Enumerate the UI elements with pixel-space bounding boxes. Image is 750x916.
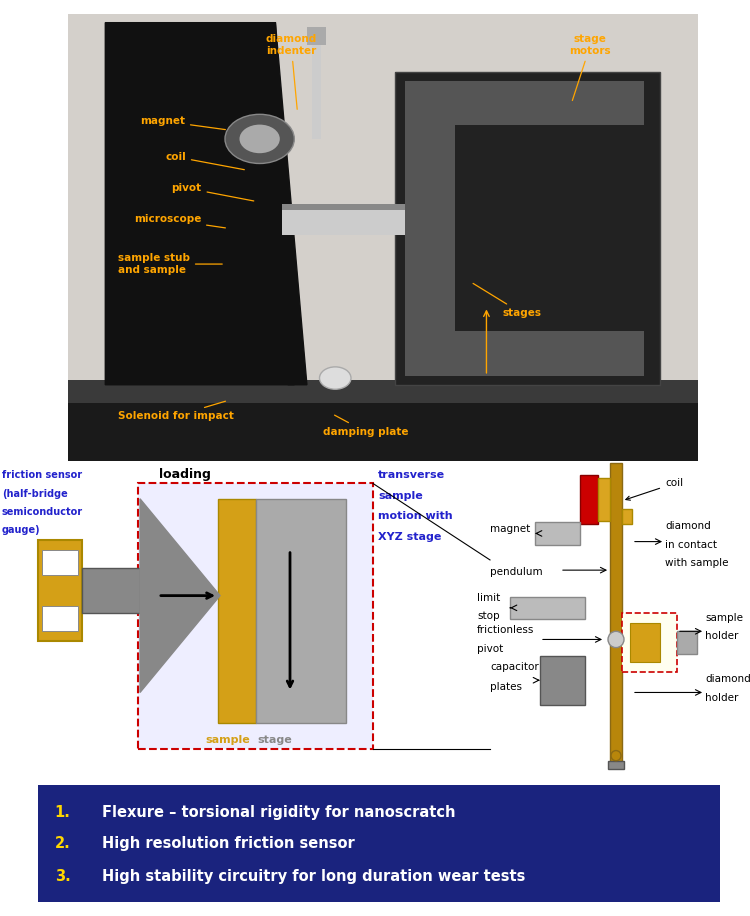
Text: magnet: magnet [140,116,226,129]
Text: plates: plates [490,682,522,692]
Text: damping plate: damping plate [322,415,408,437]
Text: pendulum: pendulum [490,567,542,577]
Bar [404,81,644,125]
Text: holder: holder [705,692,738,703]
Text: High stability circuitry for long duration wear tests: High stability circuitry for long durati… [102,869,526,884]
Bar [38,540,82,641]
Text: diamond: diamond [665,521,711,531]
Bar [395,71,660,385]
Bar [68,403,698,461]
Text: stages: stages [473,283,542,318]
Bar [630,623,660,662]
Polygon shape [275,23,307,385]
Bar [307,27,326,45]
Text: transverse: transverse [378,471,446,480]
Bar [42,605,78,631]
Text: diamond
indenter: diamond indenter [266,34,316,109]
Bar [42,550,78,575]
Text: loading: loading [159,468,211,482]
Text: microscope: microscope [134,214,226,228]
Bar [282,211,408,235]
Bar [580,475,598,524]
Text: in contact: in contact [665,540,717,550]
Bar [535,522,580,545]
Circle shape [239,125,280,153]
Bar [677,631,697,654]
Text: XYZ stage: XYZ stage [378,531,441,541]
Text: Flexure – torsional rigidity for nanoscratch: Flexure – torsional rigidity for nanoscr… [102,805,456,820]
Text: frictionless: frictionless [477,626,534,636]
Bar [622,613,677,672]
Bar [256,499,346,723]
Text: 3.: 3. [55,869,70,884]
Text: Solenoid for impact: Solenoid for impact [118,401,234,421]
Text: friction sensor: friction sensor [2,471,82,480]
Bar [540,656,585,704]
Text: holder: holder [705,631,738,641]
Bar [395,71,660,385]
Bar [282,203,420,215]
Bar [510,596,585,619]
Text: sample: sample [205,736,250,746]
Bar [404,81,455,376]
Bar [608,761,624,769]
Text: stage
motors: stage motors [569,34,611,101]
Bar [218,499,256,723]
Circle shape [320,367,351,389]
Text: sample: sample [705,613,743,623]
Bar [404,331,644,376]
Text: motion with: motion with [378,511,452,521]
Text: coil: coil [165,152,244,169]
Text: coil: coil [626,478,683,500]
Text: limit: limit [477,593,500,603]
Text: with sample: with sample [665,558,728,568]
Bar [82,568,140,613]
Text: semiconductor: semiconductor [2,507,83,518]
Text: stage: stage [257,736,292,746]
Bar [598,478,610,521]
Text: High resolution friction sensor: High resolution friction sensor [102,836,355,851]
Polygon shape [140,499,220,692]
Bar [312,32,322,139]
Text: stop: stop [477,611,500,621]
Text: pivot: pivot [172,183,254,201]
Text: capacitor: capacitor [490,662,538,672]
Text: 2.: 2. [55,836,70,851]
Circle shape [611,750,621,761]
Text: sample: sample [378,491,423,501]
Text: diamond: diamond [705,674,750,684]
Bar [68,380,698,403]
Text: 1.: 1. [55,805,70,820]
Text: magnet: magnet [490,525,530,534]
Bar [610,463,622,764]
Text: sample stub
and sample: sample stub and sample [118,253,222,275]
Text: (half-bridge: (half-bridge [2,489,68,498]
Text: pivot: pivot [477,644,503,654]
Polygon shape [105,23,294,385]
Circle shape [225,114,294,163]
Text: gauge): gauge) [2,526,40,536]
Circle shape [608,631,624,648]
Bar [622,509,632,524]
Bar [138,484,373,748]
